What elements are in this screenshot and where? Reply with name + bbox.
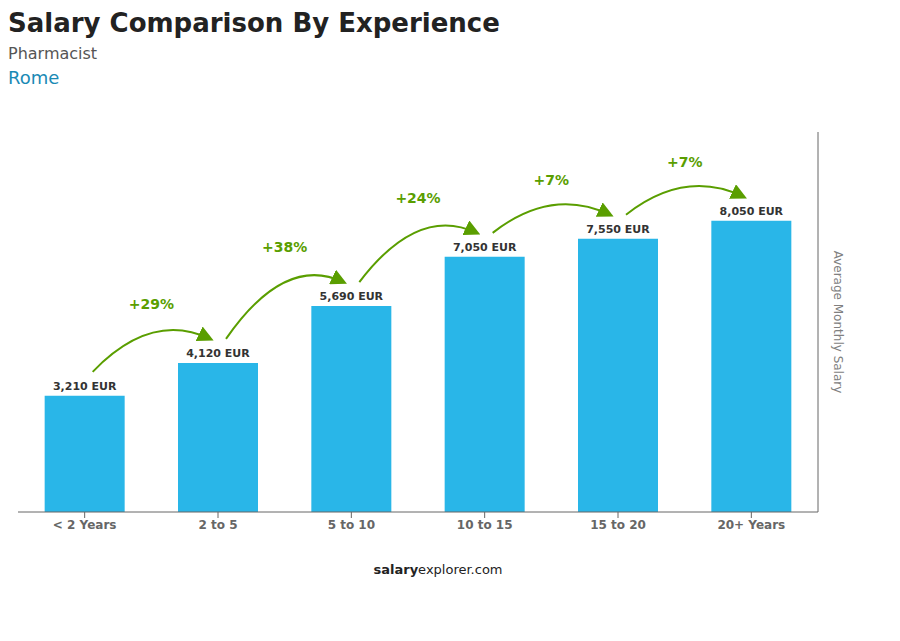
svg-text:+7%: +7% [534, 172, 570, 188]
svg-text:20+ Years: 20+ Years [717, 518, 785, 532]
svg-text:15 to 20: 15 to 20 [590, 518, 646, 532]
svg-text:Average Monthly Salary: Average Monthly Salary [831, 251, 845, 394]
svg-text:3,210 EUR: 3,210 EUR [53, 380, 117, 393]
svg-text:10 to 15: 10 to 15 [457, 518, 513, 532]
html-text:Pharmacist: Pharmacist [8, 44, 98, 63]
svg-text:+29%: +29% [129, 296, 174, 312]
svg-text:8,050 EUR: 8,050 EUR [720, 205, 784, 218]
html-text:Rome: Rome [8, 67, 60, 88]
svg-text:7,050 EUR: 7,050 EUR [453, 241, 517, 254]
html-text:salary explorer.com: salary explorer.com [373, 562, 503, 577]
svg-text:7,550 EUR: 7,550 EUR [586, 223, 650, 236]
svg-text:5 to 10: 5 to 10 [328, 518, 375, 532]
svg-text:4,120 EUR: 4,120 EUR [186, 347, 250, 360]
html-text:Salary Comparison By Experienc: Salary Comparison By Experience [8, 8, 500, 38]
svg-text:+24%: +24% [395, 190, 440, 206]
svg-text:< 2 Years: < 2 Years [53, 518, 117, 532]
svg-text:5,690 EUR: 5,690 EUR [320, 290, 384, 303]
svg-text:+38%: +38% [262, 239, 307, 255]
svg-text:+7%: +7% [667, 154, 703, 170]
svg-text:2 to 5: 2 to 5 [198, 518, 237, 532]
